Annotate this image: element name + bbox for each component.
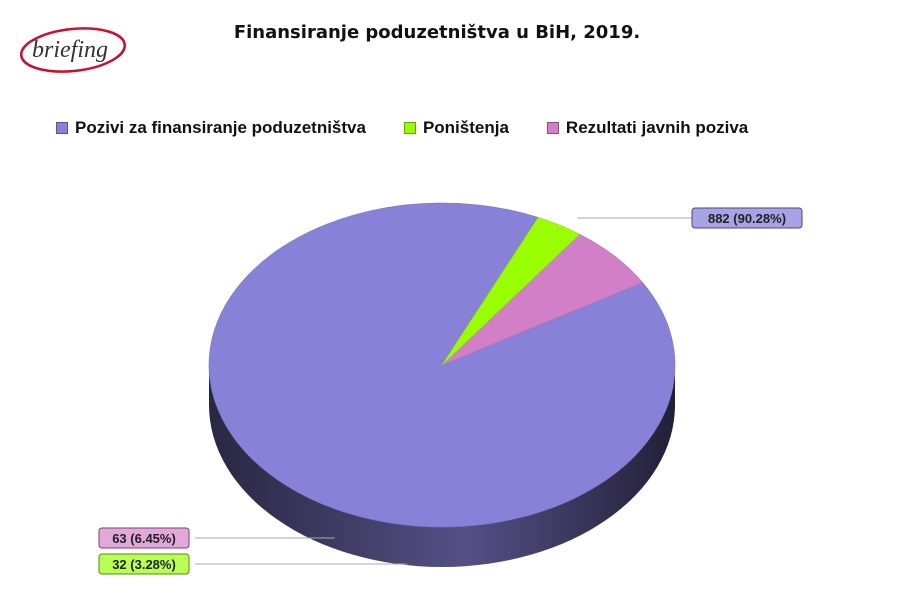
data-label-text: 882 (90.28%)	[708, 211, 786, 226]
data-label: 882 (90.28%)	[691, 207, 803, 229]
legend-swatch	[546, 122, 559, 134]
legend-label: Rezultati javnih poziva	[565, 118, 749, 137]
legend-item-ponistenja: Poništenja	[403, 118, 509, 138]
chart-title: Finansiranje poduzetništva u BiH, 2019.	[233, 22, 641, 43]
legend-swatch	[56, 122, 68, 134]
briefing-logo: briefing	[18, 26, 130, 76]
legend-item-pozivi: Pozivi za finansiranje poduzetništva	[56, 118, 366, 138]
data-label: 63 (6.45%)	[98, 527, 190, 549]
pie-slice	[441, 217, 581, 366]
legend-swatch	[403, 122, 416, 134]
logo-text: briefing	[32, 37, 108, 63]
legend-item-rezultati: Rezultati javnih poziva	[546, 118, 749, 138]
legend: Pozivi za finansiranje poduzetništva Pon…	[56, 118, 748, 138]
legend-label: Poništenja	[422, 118, 509, 137]
pie-slice	[208, 202, 676, 528]
pie-side-wall	[209, 365, 675, 567]
data-label-text: 32 (3.28%)	[112, 557, 176, 572]
data-label-text: 63 (6.45%)	[112, 531, 176, 546]
data-label: 32 (3.28%)	[98, 553, 190, 575]
legend-label: Pozivi za finansiranje poduzetništva	[75, 118, 366, 137]
